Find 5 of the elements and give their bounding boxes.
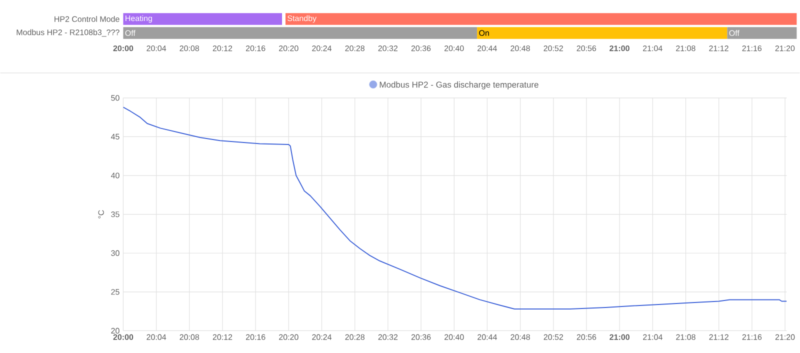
bar — [286, 13, 797, 25]
bar — [727, 27, 797, 39]
text: Modbus HP2 - Gas discharge temperature — [380, 82, 538, 90]
bar — [477, 27, 728, 39]
bar — [123, 13, 282, 25]
